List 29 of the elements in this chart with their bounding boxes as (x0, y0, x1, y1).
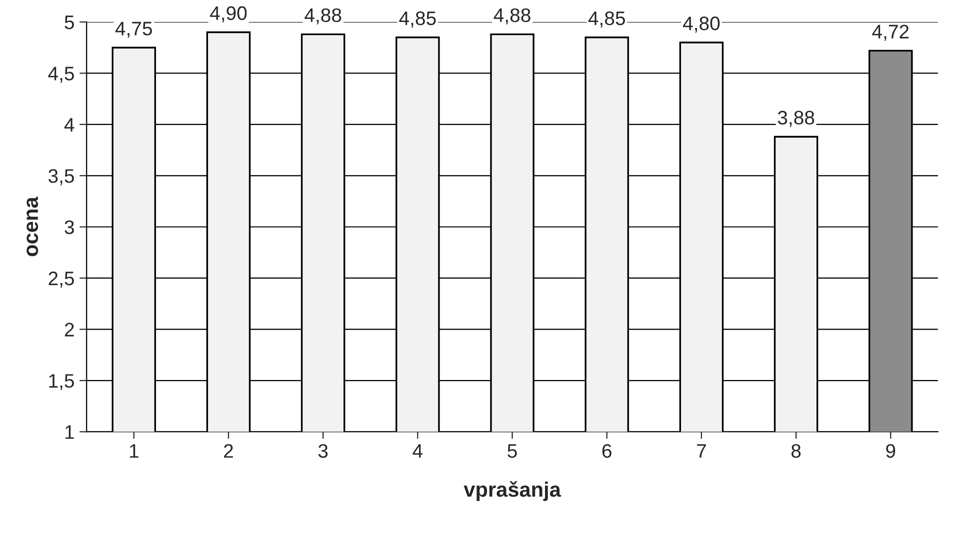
x-tick-label: 9 (886, 444, 896, 458)
y-tick-label: 5 (64, 16, 74, 30)
x-tick-label: 3 (318, 444, 328, 458)
data-label: 4,72 (872, 24, 909, 41)
y-tick-label: 4 (64, 118, 74, 132)
data-label: 3,88 (778, 110, 814, 127)
data-label: 4,88 (494, 8, 530, 24)
data-label: 4,85 (588, 11, 625, 28)
y-axis-title: ocena (26, 196, 38, 256)
x-tick-label: 5 (508, 444, 517, 458)
x-tick-label: 4 (412, 444, 423, 458)
x-tick-label: 6 (602, 444, 612, 458)
y-tick-label: 4,5 (48, 66, 74, 83)
y-tick-label: 1 (65, 425, 74, 439)
y-tick-label: 3,5 (48, 169, 74, 186)
data-label: 4,80 (682, 16, 720, 33)
data-label: 4,75 (115, 22, 152, 38)
y-tick-label: 2 (64, 322, 74, 336)
y-tick-label: 2,5 (48, 272, 74, 288)
x-axis-title: vprašanja (464, 481, 562, 501)
x-tick-label: 1 (130, 444, 138, 458)
y-tick-label: 3 (64, 220, 74, 234)
x-tick-label: 7 (697, 444, 706, 458)
data-label: 4,85 (399, 11, 436, 28)
data-label: 4,90 (210, 6, 247, 22)
y-tick-label: 1,5 (49, 374, 74, 390)
data-label: 4,88 (304, 8, 342, 24)
x-tick-label: 8 (791, 444, 801, 458)
x-tick-label: 2 (224, 444, 233, 458)
